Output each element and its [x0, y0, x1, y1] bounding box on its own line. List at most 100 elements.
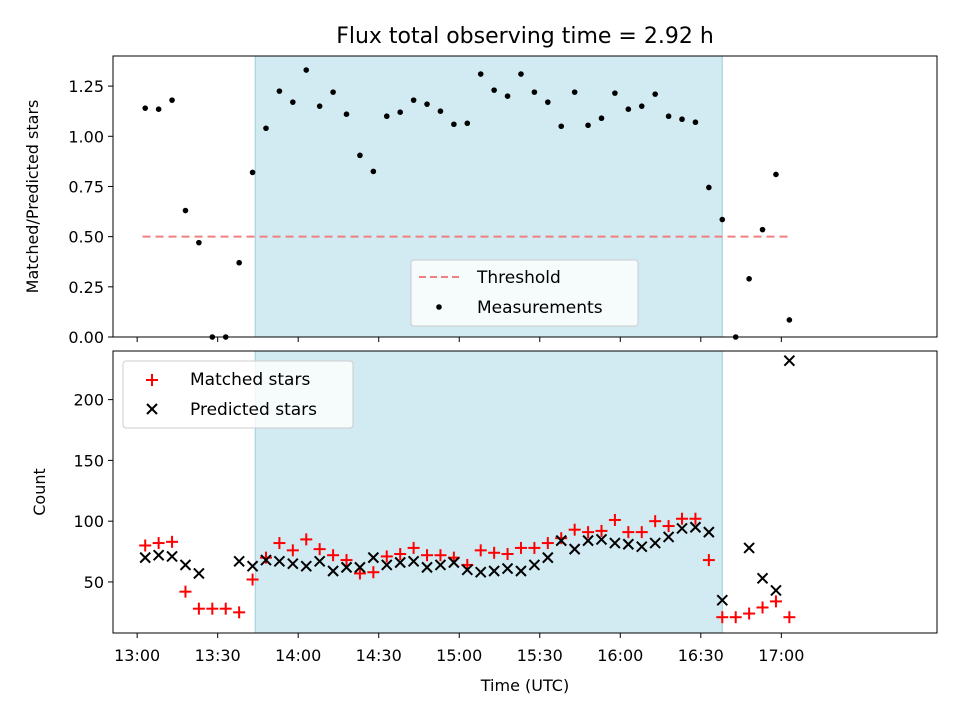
measurement-point: [451, 121, 457, 128]
predicted-star-point: [287, 558, 299, 570]
matched-star-point: [327, 549, 340, 562]
matched-star-point: [166, 535, 179, 548]
measurement-point: [531, 89, 538, 95]
predicted-star-point: [260, 554, 272, 566]
predicted-star-point: [609, 537, 621, 549]
measurement-point: [679, 116, 685, 123]
matched-star-point: [300, 533, 313, 546]
top-y-axis-label: Matched/Predicted stars: [23, 100, 42, 294]
bottom-y-tick-label: 150: [73, 451, 104, 470]
matched-star-point: [152, 537, 165, 550]
measurement-point: [249, 169, 256, 176]
predicted-star-point: [152, 549, 165, 561]
predicted-star-point: [528, 559, 541, 571]
matched-star-point: [474, 544, 487, 557]
measurement-point: [357, 152, 363, 159]
measurement-point: [706, 184, 712, 191]
matched-star-point: [380, 550, 393, 563]
predicted-star-point: [743, 542, 755, 554]
predicted-star-point: [689, 521, 702, 533]
measurement-point: [263, 125, 269, 132]
measurement-point: [182, 207, 189, 214]
measurement-point: [196, 239, 202, 246]
bottom-y-tick-label: 100: [73, 512, 104, 531]
matched-star-point: [716, 611, 729, 624]
legend-predicted-label: Predicted stars: [190, 400, 317, 420]
bottom-y-axis-label: Count: [30, 468, 49, 516]
bottom-legend-box: [122, 360, 354, 429]
measurement-point: [746, 275, 752, 282]
predicted-star-point: [179, 559, 192, 571]
matched-star-point: [608, 513, 621, 526]
matched-star-point: [649, 515, 662, 528]
matched-star-point: [219, 602, 232, 615]
matched-star-point: [233, 606, 246, 619]
bottom-axes: 50 100 150 200 13:00 13:30 14:00 14:30 15:00 15:3…: [30, 350, 938, 695]
measurement-point: [276, 88, 283, 94]
predicted-star-point: [300, 560, 312, 572]
predicted-star-point: [542, 551, 554, 564]
bottom-y-tick-label: 50: [84, 573, 104, 592]
matched-star-point: [582, 526, 595, 539]
measurement-point: [759, 226, 766, 233]
measurement-point: [518, 71, 524, 77]
bottom-y-tick-label: 200: [73, 391, 104, 410]
measurement-point: [638, 103, 645, 109]
measurement-point: [786, 317, 793, 323]
predicted-star-point: [354, 561, 366, 574]
predicted-star-point: [636, 540, 648, 553]
top-y-tick-label: 0.75: [68, 177, 104, 196]
measurement-point: [612, 90, 618, 96]
x-tick-label: 14:00: [275, 646, 321, 665]
matched-star-point: [676, 512, 689, 525]
matched-star-point: [488, 546, 501, 559]
predicted-star-point: [327, 565, 339, 577]
predicted-star-point: [595, 533, 608, 546]
legend-measurements-label: Measurements: [477, 298, 603, 318]
bottom-axes-frame: [112, 350, 938, 634]
measurement-point: [652, 91, 658, 97]
matched-star-point: [769, 595, 782, 608]
predicted-star-point: [313, 555, 326, 567]
legend-threshold-label: Threshold: [476, 268, 561, 288]
x-axis-label: Time (UTC): [480, 676, 569, 695]
legend-measurements-swatch: [436, 304, 442, 310]
predicted-star-point: [568, 543, 581, 555]
measurement-point: [773, 171, 779, 178]
matched-star-point: [313, 543, 326, 556]
matched-star-point: [340, 554, 353, 567]
matched-star-point: [394, 547, 407, 560]
measurement-point: [169, 97, 175, 103]
predicted-star-point: [488, 565, 500, 577]
measurement-point: [491, 87, 497, 93]
matched-star-point: [541, 537, 554, 550]
measurement-point: [424, 101, 430, 107]
predicted-star-point: [662, 531, 675, 543]
measurement-point: [397, 109, 403, 115]
predicted-star-point: [783, 355, 796, 367]
predicted-star-point: [501, 562, 514, 575]
matched-star-point: [568, 523, 581, 536]
matched-star-point: [206, 602, 219, 615]
legend-predicted-swatch: [146, 403, 158, 415]
matched-star-point: [246, 573, 259, 586]
predicted-star-point: [407, 555, 420, 567]
matched-star-point: [555, 532, 568, 545]
measurement-point: [236, 259, 242, 266]
matched-star-point: [514, 541, 527, 554]
top-y-tick-label: 1.25: [68, 77, 104, 96]
top-legend: Threshold Measurements: [410, 259, 639, 327]
matched-star-point: [702, 554, 715, 567]
predicted-star-point: [166, 550, 178, 563]
top-axes: 0.00 0.25 0.50 0.75 1.00 1.25 Matched/Predict…: [23, 55, 938, 347]
predicted-star-point: [756, 572, 769, 585]
predicted-star-point: [649, 537, 661, 549]
matched-star-point: [635, 526, 648, 539]
top-ticks: 0.00 0.25 0.50 0.75 1.00 1.25: [68, 77, 782, 347]
x-tick-label: 13:00: [114, 646, 160, 665]
matched-star-point: [689, 512, 702, 525]
measurement-point: [330, 89, 336, 95]
bottom-legend: Matched stars Predicted stars: [122, 360, 354, 429]
predicted-star-point: [193, 567, 205, 580]
